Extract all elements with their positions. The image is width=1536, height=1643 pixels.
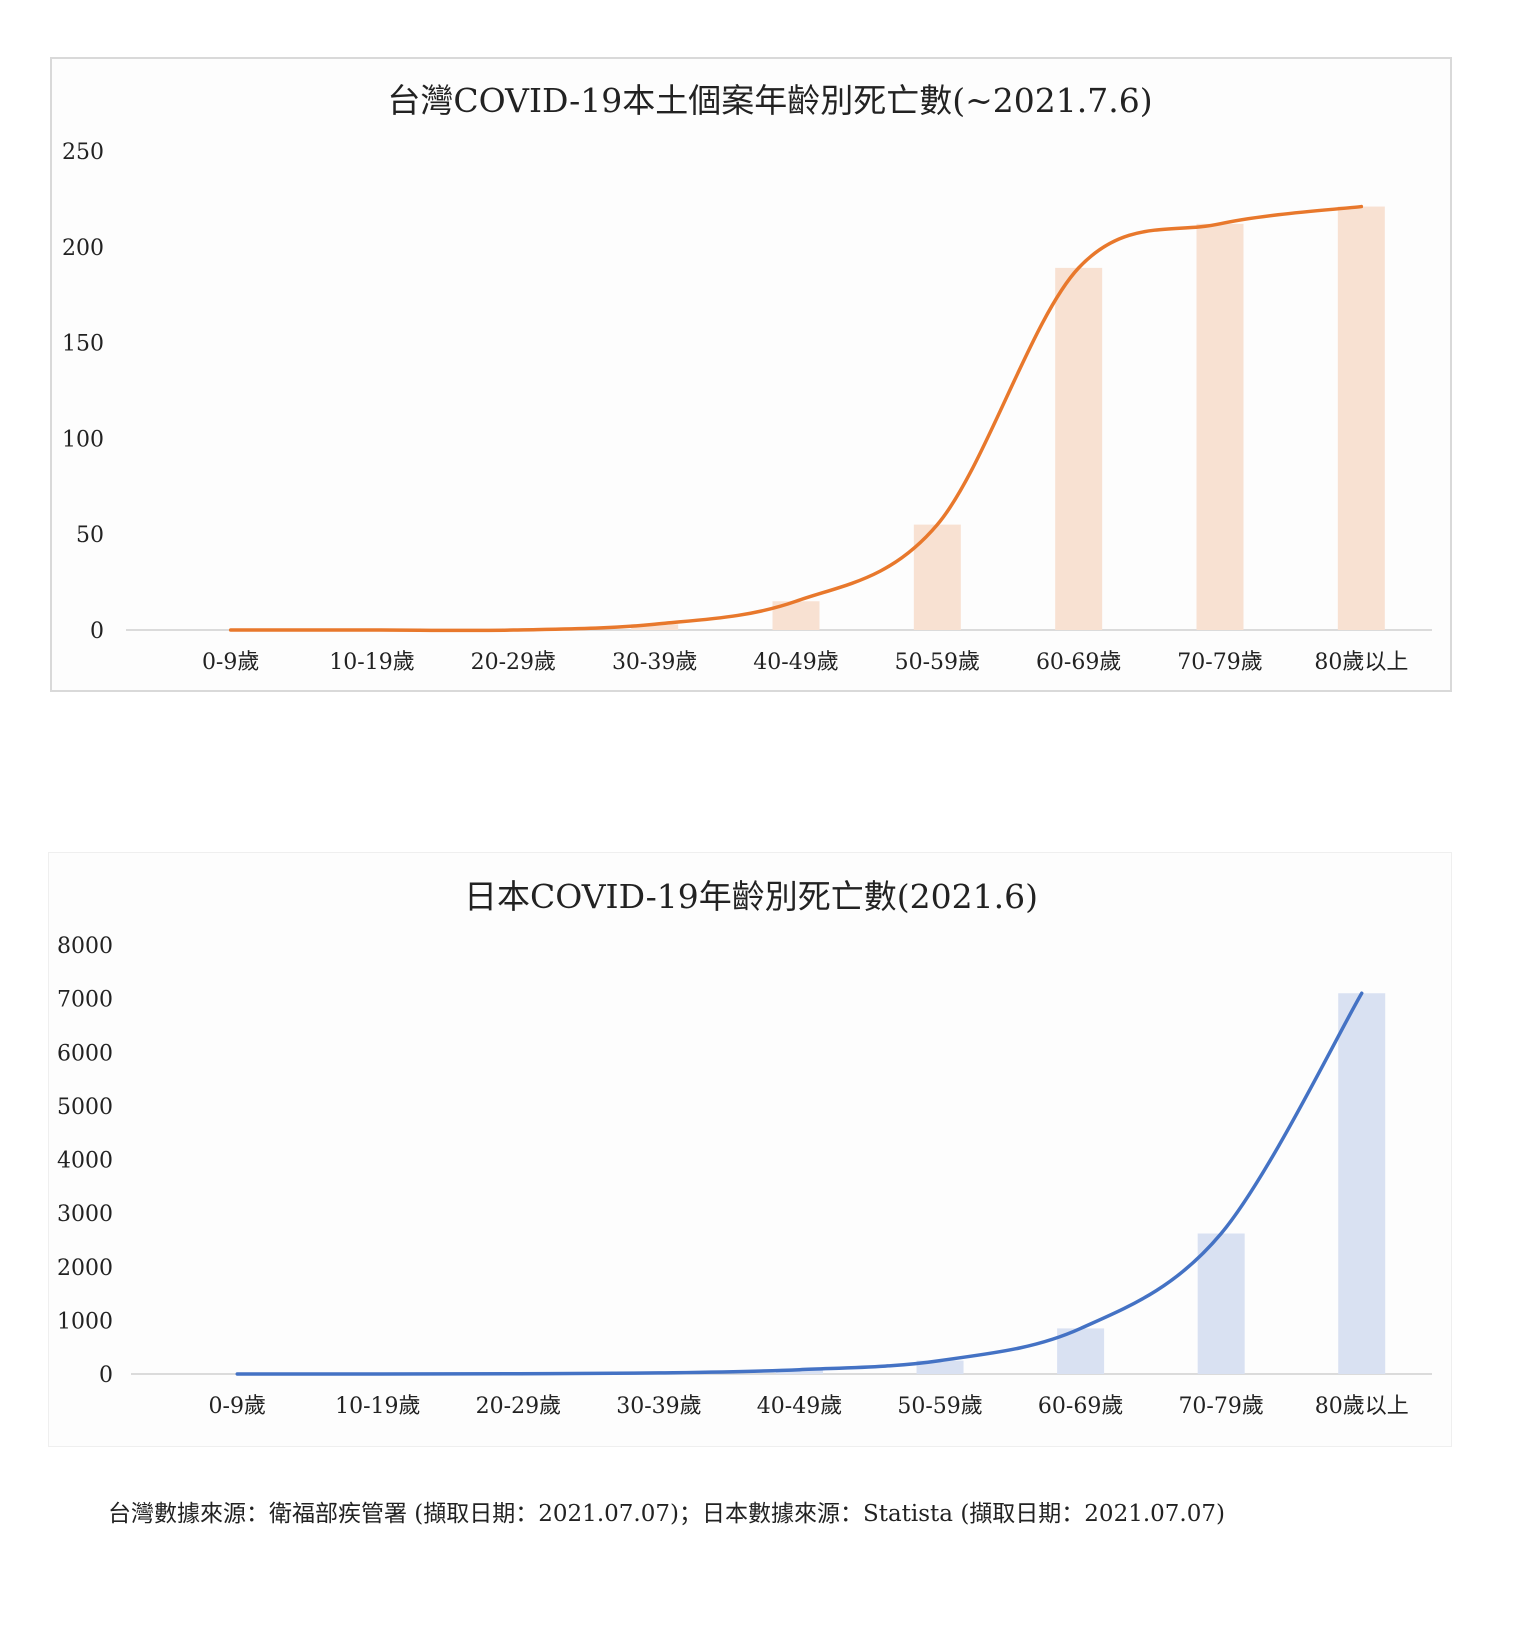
y-tick-label: 2000: [57, 1256, 113, 1281]
y-tick-label: 50: [76, 523, 104, 548]
y-tick-label: 100: [62, 427, 104, 452]
x-tick-label: 30-39歲: [612, 650, 697, 675]
y-tick-label: 8000: [57, 934, 113, 959]
x-tick-label: 0-9歲: [209, 1394, 266, 1419]
y-tick-label: 0: [90, 619, 104, 644]
x-tick-label: 10-19歲: [329, 650, 414, 675]
x-tick-label: 60-69歲: [1036, 650, 1121, 675]
y-tick-label: 4000: [57, 1149, 113, 1174]
taiwan-chart-svg: 台灣COVID-19本土個案年齡別死亡數(~2021.7.6) 250 200 150…: [62, 81, 1432, 675]
y-tick-label: 1000: [57, 1309, 113, 1334]
bar: [776, 1369, 823, 1374]
y-tick-label: 150: [62, 332, 104, 357]
x-tick-label: 70-79歲: [1178, 1394, 1263, 1419]
x-tick-label: 10-19歲: [335, 1394, 420, 1419]
x-tick-label: 0-9歲: [202, 650, 259, 675]
x-tick-label: 50-59歲: [897, 1394, 982, 1419]
x-tick-label: 70-79歲: [1177, 650, 1262, 675]
bar: [1338, 993, 1386, 1374]
y-tick-label: 200: [62, 236, 104, 261]
bar: [1337, 206, 1385, 630]
bar: [631, 624, 679, 630]
y-tick-label: 0: [99, 1363, 113, 1388]
y-tick-label: 250: [62, 140, 104, 165]
y-tick-label: 5000: [57, 1095, 113, 1120]
x-tick-label: 30-39歲: [616, 1394, 701, 1419]
chart-title: 台灣COVID-19本土個案年齡別死亡數(~2021.7.6): [387, 81, 1152, 120]
x-tick-label: 80歲以上: [1314, 650, 1408, 675]
x-tick-label: 50-59歲: [895, 650, 980, 675]
japan-chart-svg: 日本COVID-19年齡別死亡數(2021.6) 8000 7000 6000 5000…: [57, 877, 1432, 1419]
chart-title: 日本COVID-19年齡別死亡數(2021.6): [464, 877, 1038, 916]
japan-death-chart: 日本COVID-19年齡別死亡數(2021.6) 8000 7000 6000 5000…: [48, 852, 1452, 1447]
x-tick-label: 80歲以上: [1315, 1394, 1409, 1419]
x-tick-label: 40-49歲: [753, 650, 838, 675]
y-tick-label: 3000: [57, 1202, 113, 1227]
x-tick-label: 60-69歲: [1038, 1394, 1123, 1419]
trend-line: [235, 991, 1364, 1376]
x-tick-label: 20-29歲: [476, 1394, 561, 1419]
x-tick-label: 40-49歲: [757, 1394, 842, 1419]
y-tick-label: 6000: [57, 1041, 113, 1066]
bar: [916, 1360, 964, 1374]
trend-line: [228, 204, 1364, 633]
bar: [1196, 223, 1244, 631]
data-source-note: 台灣數據來源：衛福部疾管署 (擷取日期：2021.07.07)；日本數據來源：S…: [108, 1501, 1225, 1527]
x-tick-label: 20-29歲: [471, 650, 556, 675]
y-tick-label: 7000: [57, 988, 113, 1013]
bar: [1197, 1233, 1245, 1374]
taiwan-death-chart: 台灣COVID-19本土個案年齡別死亡數(~2021.7.6) 250 200 150…: [50, 57, 1452, 692]
bar: [1055, 267, 1103, 630]
